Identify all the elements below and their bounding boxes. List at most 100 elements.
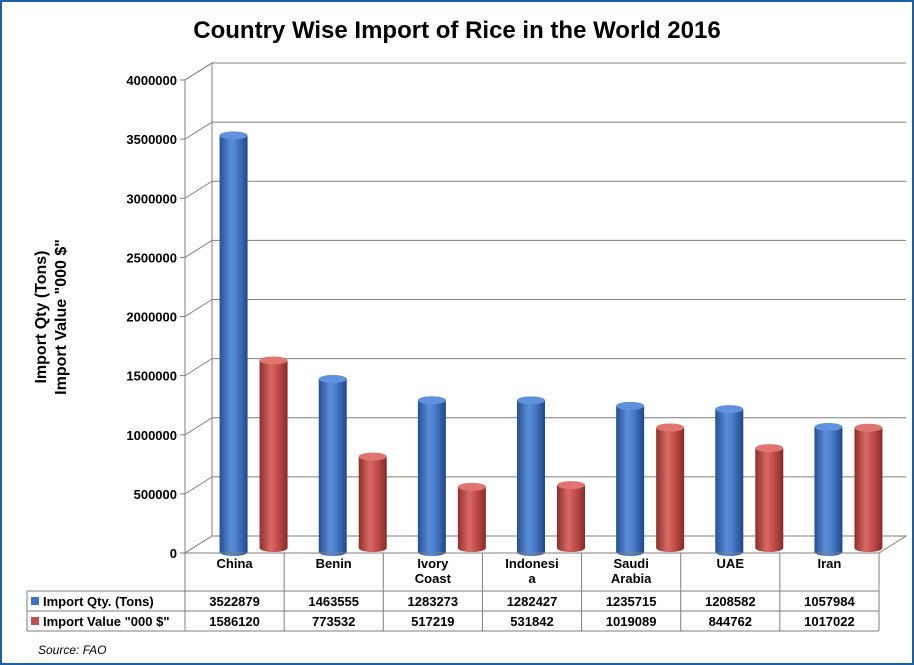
bar-body [358, 456, 387, 552]
gridline-diagonal [184, 180, 213, 199]
category-label: Saudi [613, 556, 648, 571]
bar-import-qty [318, 374, 347, 556]
bar-import-qty [517, 396, 545, 556]
floor [183, 535, 908, 554]
category-label: UAE [717, 556, 745, 571]
gridline-diagonal [184, 476, 213, 495]
category-label: Ivory [417, 556, 449, 571]
data-label: 1283273 [408, 594, 459, 609]
category-label: China [217, 556, 254, 571]
bar-top [318, 374, 347, 383]
bar-body [517, 400, 545, 556]
legend-label: Import Value "000 $" [43, 614, 170, 629]
plot-walls [183, 62, 908, 554]
bar-top [616, 401, 645, 410]
source-note: Source: FAO [38, 643, 106, 657]
category-label: Coast [415, 571, 452, 586]
bar-import-qty [715, 405, 744, 556]
bar-import-value [656, 423, 685, 552]
data-label: 1208582 [705, 594, 756, 609]
bar-import-value [457, 482, 486, 552]
y-tick-label: 1000000 [126, 428, 177, 443]
bar-top [457, 482, 486, 491]
bar-top [517, 396, 545, 405]
bar-import-value [259, 356, 288, 552]
legend-key-import-qty [31, 597, 39, 605]
gridline-diagonal [184, 358, 213, 377]
bar-top [715, 405, 744, 414]
bar-import-qty [814, 422, 843, 556]
y-tick-label: 2500000 [126, 250, 177, 265]
bar-body [557, 485, 585, 552]
gridlines [184, 62, 906, 495]
bar-body [715, 409, 744, 556]
bar-body [259, 360, 288, 552]
data-label: 773532 [312, 614, 355, 629]
data-label: 1017022 [804, 614, 855, 629]
bar-top [358, 452, 387, 461]
bar-body [616, 405, 645, 556]
data-label: 1282427 [507, 594, 558, 609]
gridline-diagonal [184, 62, 213, 81]
bar-import-value [755, 444, 784, 552]
y-tick-label: 0 [170, 546, 177, 561]
bar-body [814, 426, 843, 556]
bar-top [854, 423, 883, 432]
chart-title: Country Wise Import of Rice in the World… [193, 17, 720, 44]
gridline-diagonal [184, 239, 213, 258]
gridline-diagonal [184, 299, 213, 317]
bar-top [656, 423, 685, 432]
y-tick-label: 4000000 [126, 73, 177, 88]
y-axis-label-line: Import Qty (Tons) [33, 250, 50, 383]
bar-top [557, 481, 585, 490]
bar-top [219, 131, 248, 140]
data-label: 517219 [411, 614, 454, 629]
legend-label: Import Qty. (Tons) [43, 594, 154, 609]
bar-body [656, 427, 685, 552]
y-tick-label: 500000 [134, 487, 177, 502]
bar-top [259, 356, 288, 365]
y-tick-label: 3000000 [126, 191, 177, 206]
bar-body [854, 427, 883, 552]
data-label: 1057984 [804, 594, 855, 609]
bar-import-qty [417, 396, 446, 556]
bar-body [417, 400, 446, 556]
category-label: Benin [316, 556, 352, 571]
legend-key-import-value [31, 617, 39, 625]
y-tick-label: 3500000 [126, 132, 177, 147]
y-tick-label: 1500000 [126, 369, 177, 384]
bar-top [417, 396, 446, 405]
bar-import-value [358, 452, 387, 552]
data-label: 1586120 [209, 614, 260, 629]
gridline-diagonal [184, 121, 213, 140]
data-label: 3522879 [209, 594, 260, 609]
bar-import-value [557, 481, 585, 552]
y-tick-label: 2000000 [126, 310, 177, 325]
bar-body [318, 378, 347, 556]
bars [219, 131, 883, 556]
category-label: a [528, 571, 536, 586]
data-label: 844762 [709, 614, 752, 629]
gridline-diagonal [184, 417, 213, 436]
y-axis-ticks: 0 500000 1000000 1500000 2000000 2500000 30000… [126, 73, 186, 561]
y-axis-label-line: Import Value "000 $" [53, 239, 70, 395]
bar-body [457, 486, 486, 552]
category-label: Arabia [611, 571, 652, 586]
data-label: 1463555 [308, 594, 359, 609]
bar-import-qty [219, 131, 248, 556]
bar-import-value [854, 423, 883, 552]
data-label: 531842 [510, 614, 553, 629]
bar-import-qty [616, 401, 645, 556]
category-label: Indonesi [505, 556, 558, 571]
y-axis-label: Import Qty (Tons) Import Value "000 $" [33, 239, 70, 395]
data-label: 1235715 [606, 594, 657, 609]
category-label: Iran [818, 556, 842, 571]
bar-body [219, 135, 248, 556]
bar-top [755, 444, 784, 453]
bar-top [814, 422, 843, 431]
data-label: 1019089 [606, 614, 657, 629]
bar-body [755, 448, 784, 552]
